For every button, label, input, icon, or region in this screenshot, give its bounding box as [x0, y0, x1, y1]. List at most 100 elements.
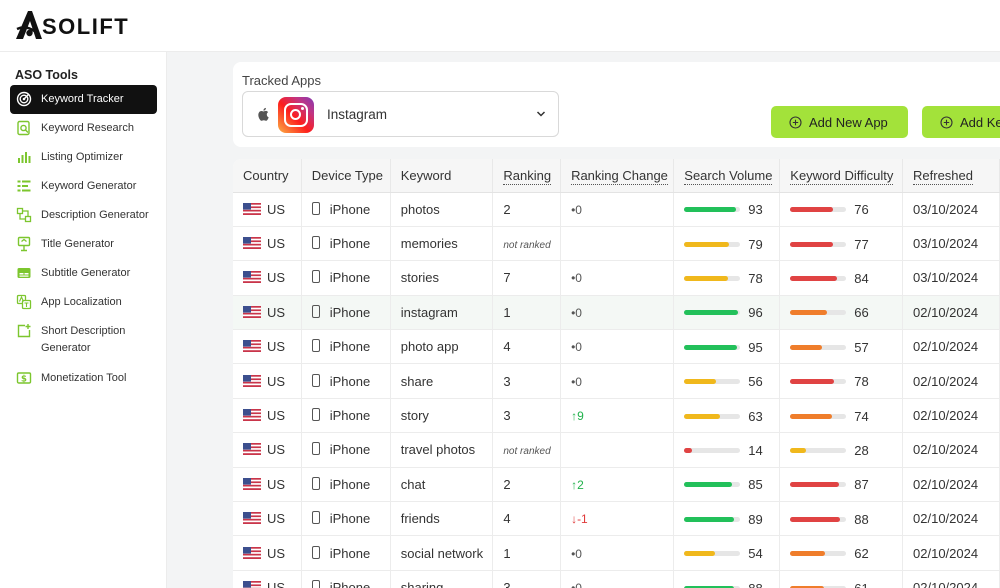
phone-icon — [311, 339, 320, 353]
col-header-ranking-change[interactable]: Ranking Change — [560, 159, 675, 193]
cell-country: US — [233, 260, 302, 296]
table-row[interactable]: US iPhone social network 1 •0 54 62 02/10/2024 — [233, 535, 1000, 571]
cell-device: iPhone — [301, 363, 391, 399]
cell-ranking: 2 — [492, 467, 562, 503]
add-keyword-button[interactable]: Add Ke — [922, 106, 1000, 138]
sidebar-item-keyword-research[interactable]: Keyword Research — [10, 114, 157, 143]
country-code: US — [267, 373, 286, 389]
header-label: Keyword Difficulty — [790, 167, 894, 185]
table-row[interactable]: US iPhone share 3 •0 56 78 02/10/2024 — [233, 363, 1000, 399]
table-row[interactable]: US iPhone photos 2 •0 93 76 03/10/2024 — [233, 192, 1000, 227]
table-row[interactable]: US iPhone sharing 3 •0 88 61 02/10/2024 — [233, 570, 1000, 588]
cell-search-volume: 85 — [673, 467, 781, 503]
add-new-app-button[interactable]: Add New App — [771, 106, 908, 138]
cell-keyword[interactable]: friends — [390, 501, 494, 537]
difficulty-bar — [790, 241, 847, 247]
header-label: Country — [243, 167, 289, 183]
refreshed-date: 02/10/2024 — [913, 408, 979, 424]
cell-ranking-change: •0 — [560, 329, 675, 365]
keyword-text: travel photos — [400, 442, 476, 458]
cell-keyword[interactable]: photo app — [390, 329, 494, 365]
cell-keyword[interactable]: memories — [390, 226, 494, 262]
asolift-logo[interactable]: SOLIFT — [14, 6, 129, 42]
sidebar-item-monetization-tool[interactable]: $ Monetization Tool — [10, 364, 157, 393]
instagram-app-icon — [278, 97, 314, 133]
cell-keyword[interactable]: sharing — [390, 570, 494, 588]
col-header-keyword[interactable]: Keyword — [390, 159, 494, 193]
cell-ranking-change: •0 — [560, 260, 675, 296]
difficulty-bar — [790, 413, 847, 419]
sidebar-item-label: Keyword Tracker — [41, 93, 124, 105]
top-header: SOLIFT — [0, 0, 1000, 52]
search-volume-value: 54 — [748, 546, 763, 562]
cell-keyword[interactable]: instagram — [390, 295, 494, 331]
header-label: Device Type — [311, 167, 384, 183]
ranking-change-value: •0 — [571, 271, 582, 286]
cell-ranking: 4 — [492, 501, 562, 537]
cell-keyword[interactable]: photos — [390, 192, 494, 227]
table-row[interactable]: US iPhone photo app 4 •0 95 57 02/10/2024 — [233, 329, 1000, 365]
sidebar-item-short-description-generator[interactable]: Short Description Generator — [10, 317, 157, 364]
table-row[interactable]: US iPhone stories 7 •0 78 84 03/10/2024 — [233, 260, 1000, 296]
search-volume-fill — [684, 585, 734, 588]
device-name: iPhone — [329, 511, 371, 527]
difficulty-fill — [790, 551, 825, 557]
ranking-value: 1 — [503, 304, 511, 320]
difficulty-bar — [790, 516, 847, 522]
sidebar-item-subtitle-generator[interactable]: Subtitle Generator — [10, 259, 157, 288]
table-row[interactable]: US iPhone travel photos not ranked 14 28 02/10… — [233, 432, 1000, 468]
phone-icon — [311, 373, 320, 387]
cell-search-volume: 79 — [673, 226, 781, 262]
refreshed-date: 03/10/2024 — [913, 270, 979, 286]
cell-ranking: 1 — [492, 295, 562, 331]
cell-ranking: not ranked — [492, 226, 562, 262]
keyword-text: photos — [400, 201, 440, 217]
cell-keyword[interactable]: share — [390, 363, 494, 399]
sidebar-item-keyword-generator[interactable]: Keyword Generator — [10, 172, 157, 201]
col-header-device-type[interactable]: Device Type — [301, 159, 391, 193]
cell-search-volume: 14 — [673, 432, 781, 468]
app-select-dropdown[interactable]: Instagram — [242, 91, 559, 137]
table-row[interactable]: US iPhone instagram 1 •0 96 66 02/10/2024 — [233, 295, 1000, 331]
table-row[interactable]: US iPhone memories not ranked 79 77 03/10/2024 — [233, 226, 1000, 262]
header-label: Ranking — [503, 167, 552, 185]
col-header-country[interactable]: Country — [233, 159, 302, 193]
ranking-change-value: •0 — [571, 340, 582, 355]
cell-keyword[interactable]: chat — [390, 467, 494, 503]
us-flag-icon — [243, 546, 261, 559]
sidebar-item-description-generator[interactable]: Description Generator — [10, 201, 157, 230]
search-volume-value: 85 — [748, 477, 763, 493]
cell-keyword[interactable]: travel photos — [390, 432, 494, 468]
add-new-app-label: Add New App — [809, 114, 888, 130]
col-header-search-volume[interactable]: Search Volume — [673, 159, 781, 193]
sidebar-item-label: Keyword Generator — [41, 180, 137, 192]
table-row[interactable]: US iPhone chat 2 ↑2 85 87 02/10/2024 — [233, 467, 1000, 503]
cell-keyword[interactable]: stories — [390, 260, 494, 296]
sidebar-nav: Keyword Tracker Keyword Research Listing… — [10, 85, 157, 393]
col-header-keyword-difficulty[interactable]: Keyword Difficulty — [779, 159, 904, 193]
difficulty-fill — [790, 344, 823, 350]
difficulty-fill — [790, 207, 833, 213]
upload-icon — [17, 236, 31, 252]
ranking-value: 2 — [503, 201, 511, 217]
search-volume-fill — [684, 413, 720, 419]
cell-keyword[interactable]: social network — [390, 535, 494, 571]
sidebar-item-app-localization[interactable]: App Localization — [10, 288, 157, 317]
difficulty-fill — [790, 447, 806, 453]
difficulty-value: 77 — [854, 236, 869, 252]
table-row[interactable]: US iPhone friends 4 ↓-1 89 88 02/10/2024 — [233, 501, 1000, 537]
sidebar-item-listing-optimizer[interactable]: Listing Optimizer — [10, 143, 157, 172]
sidebar-item-keyword-tracker[interactable]: Keyword Tracker — [10, 85, 157, 114]
cell-refreshed: 03/10/2024 — [902, 226, 1000, 262]
keyword-text: photo app — [400, 339, 459, 355]
col-header-ranking[interactable]: Ranking — [492, 159, 562, 193]
cell-country: US — [233, 295, 302, 331]
cell-keyword[interactable]: story — [390, 398, 494, 434]
search-volume-bar — [684, 310, 741, 316]
difficulty-fill — [790, 310, 828, 316]
country-code: US — [267, 511, 286, 527]
phone-icon — [311, 442, 320, 456]
col-header-refreshed[interactable]: Refreshed — [902, 159, 1000, 193]
table-row[interactable]: US iPhone story 3 ↑9 63 74 02/10/2024 — [233, 398, 1000, 434]
sidebar-item-title-generator[interactable]: Title Generator — [10, 230, 157, 259]
